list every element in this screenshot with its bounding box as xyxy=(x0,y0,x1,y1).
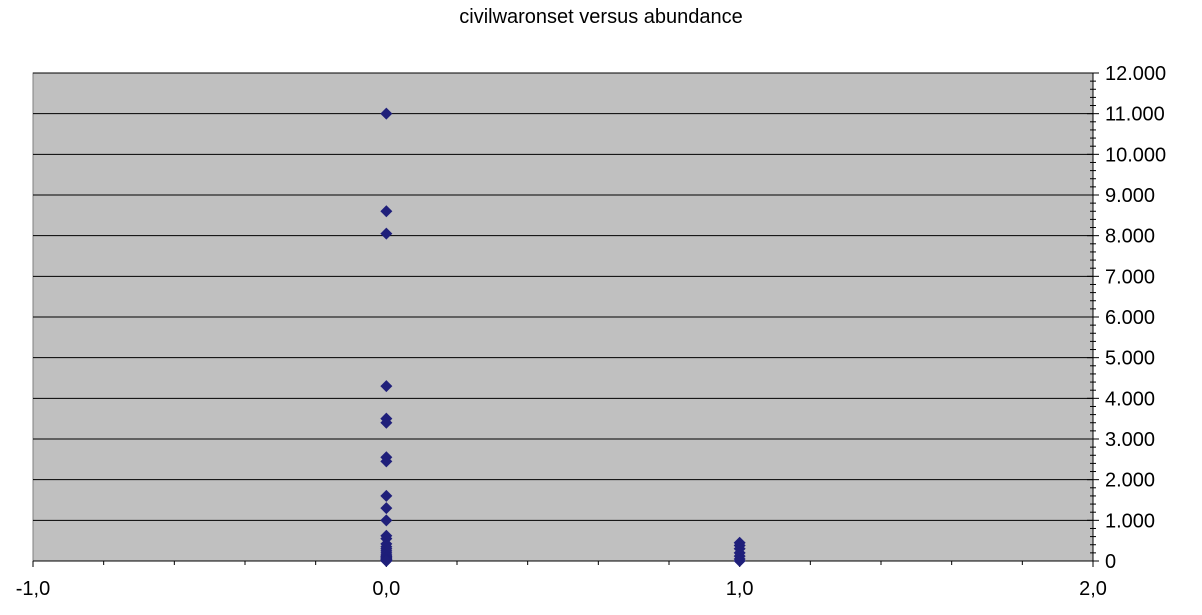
data-point xyxy=(380,107,393,120)
y-tick-label: 8.000 xyxy=(1105,226,1155,248)
data-point xyxy=(380,416,393,429)
y-tick-label: 3.000 xyxy=(1105,429,1155,451)
y-tick-label: 10.000 xyxy=(1105,144,1166,166)
data-point xyxy=(380,205,393,218)
chart-title: civilwaronset versus abundance xyxy=(459,6,743,28)
data-point xyxy=(380,514,393,527)
y-tick-label: 9.000 xyxy=(1105,185,1155,207)
y-tick-label: 4.000 xyxy=(1105,388,1155,410)
y-tick-label: 6.000 xyxy=(1105,307,1155,329)
y-tick-label: 2.000 xyxy=(1105,470,1155,492)
x-tick-label: 2,0 xyxy=(1079,578,1107,600)
x-tick-label: 1,0 xyxy=(726,578,754,600)
data-point xyxy=(733,555,746,567)
y-tick-label: 1.000 xyxy=(1105,510,1155,532)
y-tick-label: 5.000 xyxy=(1105,348,1155,370)
data-point xyxy=(380,489,393,502)
data-point xyxy=(380,227,393,240)
y-tick-label: 7.000 xyxy=(1105,266,1155,288)
y-tick-label: 12.000 xyxy=(1105,63,1166,85)
y-tick-label: 0 xyxy=(1105,551,1116,573)
data-point xyxy=(380,380,393,393)
data-point xyxy=(380,502,393,515)
x-tick-label: -1,0 xyxy=(16,578,50,600)
x-tick-label: 0,0 xyxy=(372,578,400,600)
y-tick-label: 11.000 xyxy=(1105,104,1165,126)
data-point xyxy=(380,555,393,567)
data-point xyxy=(380,455,393,468)
